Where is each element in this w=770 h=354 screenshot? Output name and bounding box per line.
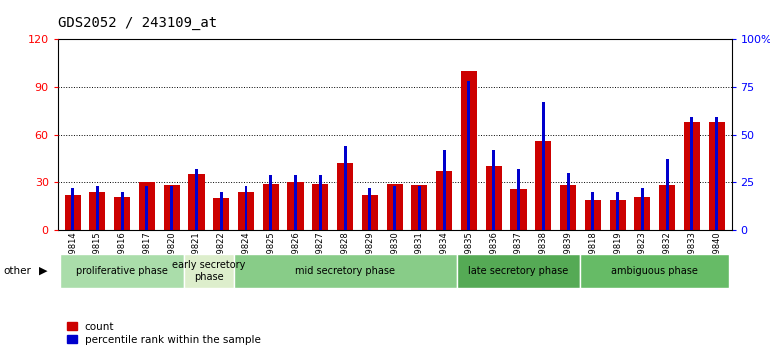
Bar: [139, 182, 155, 230]
Text: late secretory phase: late secretory phase: [468, 266, 568, 276]
Text: ambiguous phase: ambiguous phase: [611, 266, 698, 276]
Bar: [517, 169, 520, 230]
Bar: [164, 185, 179, 230]
Bar: [443, 150, 446, 230]
Bar: [591, 192, 594, 230]
Bar: [71, 188, 74, 230]
Text: GDS2052 / 243109_at: GDS2052 / 243109_at: [58, 16, 217, 30]
Bar: [418, 186, 421, 230]
Bar: [337, 163, 353, 230]
Bar: [219, 192, 223, 230]
Bar: [486, 166, 502, 230]
Bar: [659, 185, 675, 230]
FancyBboxPatch shape: [60, 254, 184, 288]
Text: proliferative phase: proliferative phase: [76, 266, 168, 276]
Bar: [319, 175, 322, 230]
FancyBboxPatch shape: [233, 254, 457, 288]
Bar: [567, 173, 570, 230]
Bar: [708, 122, 725, 230]
Bar: [665, 159, 668, 230]
Bar: [270, 175, 273, 230]
Text: other: other: [3, 266, 31, 276]
Legend: count, percentile rank within the sample: count, percentile rank within the sample: [63, 317, 265, 349]
Bar: [393, 186, 396, 230]
Bar: [511, 189, 527, 230]
Bar: [170, 186, 173, 230]
Bar: [195, 169, 198, 230]
Bar: [411, 185, 427, 230]
Bar: [343, 146, 346, 230]
Bar: [213, 198, 229, 230]
Bar: [368, 188, 371, 230]
Text: early secretory
phase: early secretory phase: [172, 260, 246, 282]
Bar: [89, 192, 105, 230]
Bar: [641, 188, 644, 230]
Bar: [294, 175, 297, 230]
Bar: [146, 186, 149, 230]
Text: mid secretory phase: mid secretory phase: [295, 266, 395, 276]
Text: ▶: ▶: [38, 266, 47, 276]
Bar: [535, 141, 551, 230]
Bar: [96, 186, 99, 230]
Bar: [387, 184, 403, 230]
Bar: [461, 71, 477, 230]
Bar: [436, 171, 452, 230]
Bar: [114, 197, 130, 230]
Bar: [715, 117, 718, 230]
Bar: [610, 200, 625, 230]
Bar: [584, 200, 601, 230]
FancyBboxPatch shape: [457, 254, 581, 288]
Bar: [313, 184, 328, 230]
Bar: [189, 175, 205, 230]
Bar: [238, 192, 254, 230]
FancyBboxPatch shape: [581, 254, 729, 288]
Bar: [287, 182, 303, 230]
Bar: [362, 195, 378, 230]
Bar: [492, 150, 495, 230]
Bar: [245, 186, 247, 230]
Bar: [263, 184, 279, 230]
Bar: [616, 192, 619, 230]
Bar: [560, 185, 576, 230]
Bar: [691, 117, 693, 230]
Bar: [121, 192, 124, 230]
Bar: [65, 195, 81, 230]
Bar: [684, 122, 700, 230]
Bar: [634, 197, 651, 230]
Bar: [542, 102, 544, 230]
FancyBboxPatch shape: [184, 254, 233, 288]
Bar: [467, 81, 470, 230]
